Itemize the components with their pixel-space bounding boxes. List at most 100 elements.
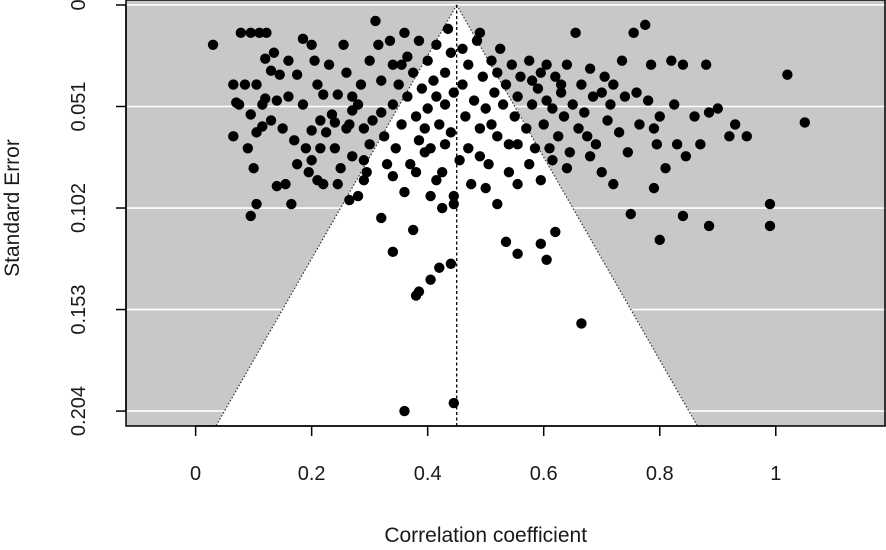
data-point [521, 123, 532, 134]
data-point [512, 178, 523, 190]
data-point [387, 99, 399, 110]
data-point [364, 55, 375, 66]
data-point [396, 119, 407, 130]
data-point [555, 87, 567, 98]
data-point [355, 79, 367, 90]
data-point [547, 103, 558, 114]
data-point [439, 99, 451, 110]
data-point [500, 79, 512, 90]
data-point [538, 119, 549, 130]
data-point [274, 69, 285, 80]
data-point [503, 166, 515, 178]
data-point [445, 47, 457, 58]
data-point [283, 91, 294, 102]
data-point [477, 71, 488, 82]
data-point [306, 155, 317, 166]
data-point [544, 143, 555, 154]
data-point [257, 121, 268, 132]
data-point [654, 111, 665, 122]
data-point [550, 226, 561, 238]
data-point [332, 89, 343, 100]
data-point [712, 103, 723, 114]
data-point [410, 166, 422, 178]
y-tick-label: 0.102 [68, 183, 90, 233]
data-point [352, 190, 364, 202]
data-point [341, 67, 352, 78]
data-point [367, 115, 378, 126]
data-point [541, 59, 552, 70]
data-point [207, 39, 219, 50]
data-point [419, 123, 430, 134]
data-point [387, 246, 399, 258]
data-point [283, 55, 294, 66]
data-point [448, 397, 459, 409]
data-point [486, 119, 497, 130]
data-point [428, 75, 439, 86]
data-point [315, 115, 326, 126]
data-point [413, 35, 425, 47]
data-point [228, 79, 239, 90]
data-point [561, 59, 573, 70]
data-point [703, 107, 715, 118]
data-point [413, 286, 425, 297]
data-point [448, 198, 459, 210]
data-point [261, 27, 272, 39]
data-point [524, 159, 535, 170]
data-point [555, 79, 567, 90]
data-point [312, 79, 323, 90]
data-point [233, 99, 245, 110]
data-point [373, 39, 384, 50]
data-point [245, 109, 256, 120]
data-point [347, 91, 358, 102]
data-point [764, 198, 776, 210]
data-point [303, 166, 314, 178]
data-point [535, 67, 547, 78]
data-point [318, 89, 329, 100]
data-point [251, 79, 262, 90]
data-point [297, 33, 309, 45]
data-point [764, 220, 776, 232]
x-tick-label: 0.8 [646, 463, 674, 485]
data-point [645, 59, 657, 70]
data-point [541, 254, 552, 265]
data-point [689, 111, 700, 122]
data-point [782, 69, 793, 80]
data-point [564, 147, 576, 158]
data-point [286, 198, 297, 210]
data-point [378, 131, 390, 142]
data-point [703, 220, 715, 232]
data-point [460, 111, 471, 122]
data-point [457, 79, 468, 90]
data-point [347, 151, 358, 162]
data-point [329, 117, 341, 128]
data-point [619, 91, 631, 102]
data-point [532, 83, 544, 94]
data-point [306, 125, 317, 136]
y-tick-label: 0.204 [68, 386, 90, 436]
data-point [300, 143, 312, 154]
data-point [576, 318, 587, 329]
data-point [602, 115, 613, 126]
data-point [332, 178, 343, 190]
data-point [582, 131, 593, 142]
data-point [651, 139, 663, 150]
data-point [364, 139, 375, 150]
data-point [416, 83, 428, 94]
x-axis-title: Correlation coefficient [384, 524, 587, 545]
data-point [677, 59, 689, 70]
data-point [277, 123, 288, 134]
x-tick-label: 0.4 [414, 463, 442, 485]
data-point [524, 55, 535, 66]
data-point [405, 159, 416, 170]
data-point [576, 79, 587, 90]
data-point [407, 224, 419, 236]
data-point [480, 182, 491, 194]
data-point [436, 166, 448, 178]
data-point [535, 238, 547, 250]
data-point [741, 131, 752, 142]
data-point [799, 117, 810, 128]
data-point [503, 139, 515, 150]
data-point [410, 111, 422, 122]
